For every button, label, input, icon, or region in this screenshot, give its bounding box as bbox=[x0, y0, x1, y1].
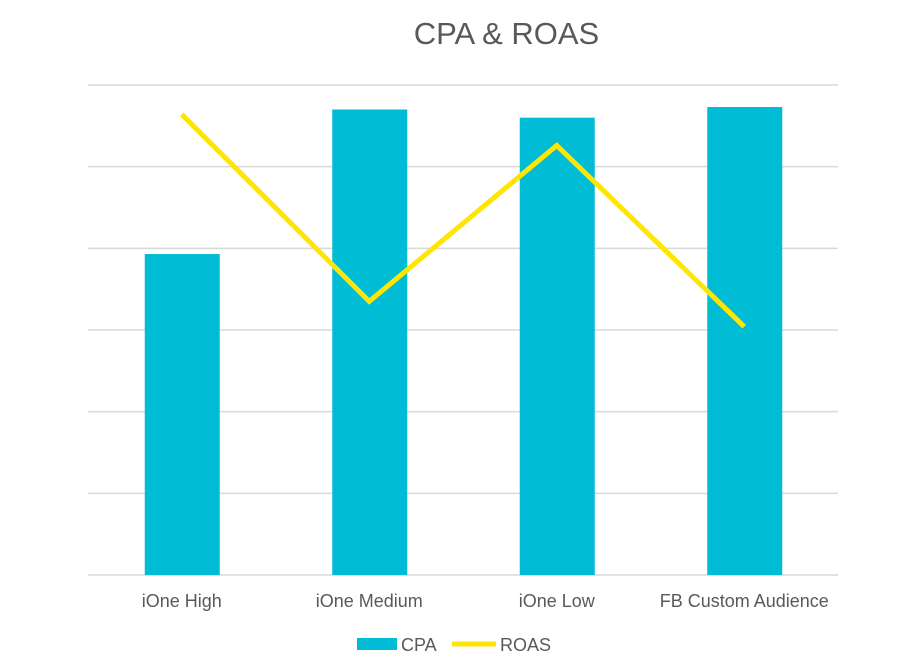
legend-label-cpa: CPA bbox=[401, 635, 437, 655]
chart-title: CPA & ROAS bbox=[413, 16, 600, 51]
x-tick-label: iOne Low bbox=[519, 591, 596, 611]
bar-cpa-0 bbox=[144, 254, 220, 576]
line-roas bbox=[179, 112, 746, 329]
x-tick-label: iOne High bbox=[142, 591, 222, 611]
legend-swatch-cpa bbox=[357, 638, 397, 650]
x-tick-label: FB Custom Audience bbox=[660, 591, 829, 611]
bar-cpa-2 bbox=[519, 117, 595, 576]
legend-label-roas: ROAS bbox=[500, 635, 551, 655]
x-tick-label: iOne Medium bbox=[316, 591, 423, 611]
bar-cpa-1 bbox=[332, 109, 408, 575]
bar-cpa-3 bbox=[707, 107, 783, 576]
